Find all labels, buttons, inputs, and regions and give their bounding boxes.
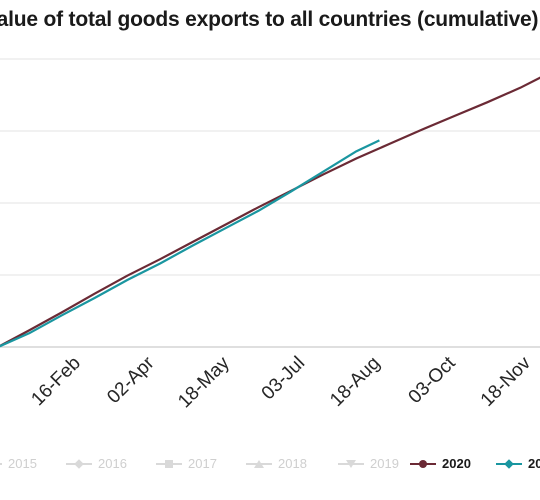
legend-marker-icon [156, 457, 182, 471]
legend-item-2017[interactable]: 2017 [156, 456, 217, 471]
legend-marker-icon [246, 457, 272, 471]
series-line-2021 [0, 139, 380, 348]
legend-item-2015[interactable]: 2015 [0, 456, 37, 471]
legend-item-2021[interactable]: 2021 [496, 456, 540, 471]
series-lines [0, 76, 540, 348]
legend-marker-icon [496, 457, 522, 471]
x-axis-tick-labels: 16-Feb 02-Apr 18-May 03-Jul 18-Aug 03-Oct 18-N… [27, 352, 535, 412]
series-line-2020 [0, 76, 540, 348]
chart-title-text: Value of total goods exports to all coun… [0, 8, 540, 31]
x-tick-label: 16-Feb [27, 353, 84, 410]
legend-marker-icon [410, 457, 436, 471]
legend-label: 2015 [8, 456, 37, 471]
legend-item-2020[interactable]: 2020 [410, 456, 471, 471]
legend-item-2019[interactable]: 2019 [338, 456, 399, 471]
x-tick-label: 18-Nov [477, 352, 536, 411]
legend-marker-icon [0, 457, 2, 471]
chart-title: Value of total goods exports to all coun… [0, 8, 540, 42]
legend-label: 2021 [528, 456, 540, 471]
legend-label: 2020 [442, 456, 471, 471]
legend-label: 2018 [278, 456, 307, 471]
x-tick-label: 18-May [174, 352, 234, 412]
legend-marker-icon [338, 457, 364, 471]
legend-item-2016[interactable]: 2016 [66, 456, 127, 471]
x-tick-label: 03-Oct [405, 352, 461, 408]
legend-label: 2019 [370, 456, 399, 471]
legend-item-2018[interactable]: 2018 [246, 456, 307, 471]
x-tick-label: 02-Apr [103, 352, 159, 408]
legend-label: 2017 [188, 456, 217, 471]
legend-label: 2016 [98, 456, 127, 471]
x-tick-label: 18-Aug [326, 353, 384, 411]
x-tick-label: 03-Jul [258, 353, 309, 404]
legend-marker-icon [66, 457, 92, 471]
legend: 2015 2016 2017 2018 2019 2020 2021 [0, 456, 540, 478]
